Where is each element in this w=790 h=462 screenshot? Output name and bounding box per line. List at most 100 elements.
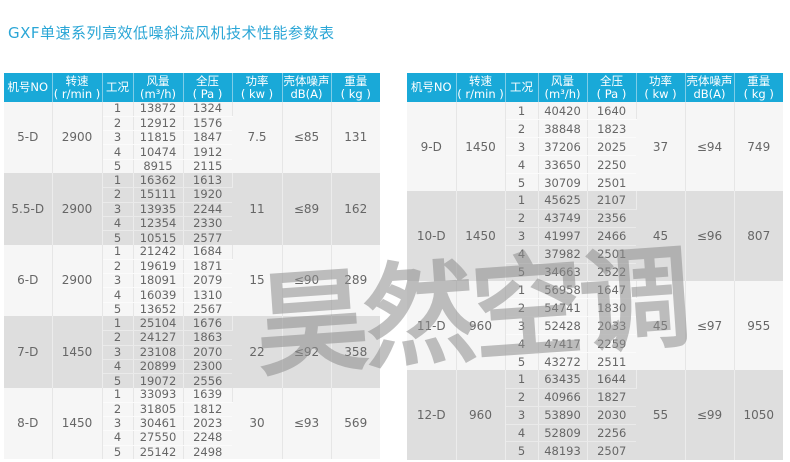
condition-cell: 5 bbox=[102, 373, 134, 388]
model-cell: 5-D bbox=[4, 102, 53, 174]
table-row: 4 52809 2256 bbox=[407, 424, 783, 443]
pressure-cell: 1812 bbox=[183, 402, 232, 418]
model-cell: 9-D bbox=[407, 102, 457, 192]
table-row: 3 11815 1847 bbox=[4, 130, 380, 146]
pressure-cell: 1640 bbox=[587, 102, 637, 121]
table-row: 5 30709 2501 bbox=[407, 173, 783, 192]
table-row: 3 18091 2079 bbox=[4, 273, 380, 289]
condition-cell: 1 bbox=[102, 316, 134, 332]
weight-cell: 955 bbox=[734, 280, 783, 371]
condition-cell: 5 bbox=[505, 352, 539, 371]
table-row: 3 30461 2023 bbox=[4, 416, 380, 432]
table-row: 9-D 1450 1 40420 1640 37 ≤94 749 bbox=[407, 102, 783, 192]
pressure-cell: 1310 bbox=[183, 287, 232, 303]
model-cell: 5.5-D bbox=[4, 173, 53, 245]
power-cell: 30 bbox=[232, 387, 283, 460]
airflow-cell: 34663 bbox=[538, 263, 588, 281]
table-row: 4 27550 2248 bbox=[4, 430, 380, 446]
condition-cell: 2 bbox=[102, 187, 134, 203]
condition-cell: 3 bbox=[102, 345, 134, 360]
noise-cell: ≤92 bbox=[282, 316, 332, 388]
condition-cell: 1 bbox=[505, 280, 539, 300]
airflow-cell: 37982 bbox=[538, 245, 588, 264]
table-row: 2 31805 1812 bbox=[4, 402, 380, 418]
condition-cell: 1 bbox=[102, 173, 134, 189]
table-row: 2 24127 1863 bbox=[4, 330, 380, 346]
pressure-cell: 1647 bbox=[587, 280, 637, 300]
airflow-cell: 40966 bbox=[538, 388, 588, 407]
pressure-cell: 2107 bbox=[587, 191, 637, 210]
condition-cell: 2 bbox=[505, 388, 539, 407]
pressure-cell: 2567 bbox=[183, 302, 232, 317]
table-row: 4 16039 1310 bbox=[4, 287, 380, 303]
header-speed: 转速 ( r/min ) bbox=[456, 73, 506, 102]
condition-cell: 2 bbox=[102, 116, 134, 132]
weight-cell: 289 bbox=[331, 244, 380, 317]
condition-cell: 4 bbox=[505, 334, 539, 353]
airflow-cell: 27550 bbox=[133, 430, 184, 446]
noise-cell: ≤94 bbox=[685, 102, 735, 192]
pressure-cell: 1920 bbox=[183, 187, 232, 203]
model-cell: 10-D bbox=[407, 191, 457, 281]
table-row: 5 13652 2567 bbox=[4, 302, 380, 317]
header-model-no: 机号NO bbox=[407, 73, 457, 102]
airflow-cell: 11815 bbox=[133, 130, 184, 146]
pressure-cell: 2556 bbox=[183, 373, 232, 388]
pressure-cell: 2511 bbox=[587, 352, 636, 371]
airflow-cell: 43272 bbox=[538, 352, 588, 371]
airflow-cell: 13652 bbox=[133, 302, 184, 317]
airflow-cell: 19072 bbox=[133, 373, 184, 388]
airflow-cell: 21242 bbox=[133, 245, 184, 260]
airflow-cell: 63435 bbox=[538, 370, 588, 389]
pressure-cell: 1676 bbox=[183, 316, 233, 332]
condition-cell: 1 bbox=[505, 370, 539, 389]
pressure-cell: 2498 bbox=[183, 445, 232, 460]
table-row: 5 25142 2498 bbox=[4, 445, 380, 460]
table-row: 11-D 960 1 56958 1647 45 ≤97 955 bbox=[407, 280, 783, 371]
weight-cell: 749 bbox=[734, 102, 783, 192]
table-row: 5-D 2900 1 13872 1324 7.5 ≤85 131 bbox=[4, 102, 380, 174]
noise-cell: ≤93 bbox=[282, 387, 332, 460]
header-noise: 壳体噪声 dB(A) bbox=[685, 73, 735, 102]
pressure-cell: 1639 bbox=[183, 388, 233, 403]
airflow-cell: 15111 bbox=[133, 187, 184, 203]
table-row: 3 37206 2025 bbox=[407, 137, 783, 157]
weight-cell: 358 bbox=[331, 316, 380, 388]
speed-cell: 1450 bbox=[52, 316, 103, 388]
table-row: 8-D 1450 1 33093 1639 30 ≤93 569 bbox=[4, 388, 380, 460]
condition-cell: 3 bbox=[102, 273, 134, 289]
airflow-cell: 13872 bbox=[133, 102, 184, 117]
condition-cell: 5 bbox=[102, 302, 134, 317]
weight-cell: 569 bbox=[331, 387, 380, 460]
weight-cell: 807 bbox=[734, 191, 783, 281]
airflow-cell: 45625 bbox=[538, 191, 588, 210]
header-pressure: 全压 ( Pa ) bbox=[587, 73, 637, 102]
condition-cell: 1 bbox=[505, 102, 539, 121]
weight-cell: 131 bbox=[331, 102, 380, 174]
airflow-cell: 31805 bbox=[133, 402, 184, 418]
airflow-cell: 41997 bbox=[538, 227, 588, 246]
pressure-cell: 2033 bbox=[587, 316, 636, 336]
condition-cell: 2 bbox=[505, 209, 539, 228]
table-row: 2 19619 1871 bbox=[4, 259, 380, 275]
weight-cell: 1050 bbox=[734, 370, 783, 460]
noise-cell: ≤85 bbox=[282, 102, 332, 174]
table-row: 5 48193 2507 bbox=[407, 441, 783, 460]
condition-cell: 5 bbox=[102, 230, 134, 245]
header-noise: 壳体噪声 dB(A) bbox=[282, 73, 332, 102]
header-power: 功率 ( kw ) bbox=[232, 73, 283, 102]
pressure-cell: 1863 bbox=[183, 330, 232, 346]
airflow-cell: 48193 bbox=[538, 441, 588, 460]
airflow-cell: 16362 bbox=[133, 173, 184, 189]
model-cell: 12-D bbox=[407, 370, 457, 460]
condition-cell: 4 bbox=[102, 216, 134, 232]
speed-cell: 2900 bbox=[52, 102, 103, 174]
condition-cell: 3 bbox=[102, 202, 134, 217]
table-row: 4 37982 2501 bbox=[407, 245, 783, 264]
power-cell: 37 bbox=[636, 102, 686, 192]
condition-cell: 3 bbox=[505, 227, 539, 246]
airflow-cell: 20899 bbox=[133, 359, 184, 375]
airflow-cell: 40420 bbox=[538, 102, 588, 121]
fan-spec-table-right: 机号NO 转速 ( r/min ) 工况 风量 (m³/h) 全压 ( Pa ) 功率 (… bbox=[407, 73, 783, 460]
airflow-cell: 53890 bbox=[538, 406, 588, 425]
